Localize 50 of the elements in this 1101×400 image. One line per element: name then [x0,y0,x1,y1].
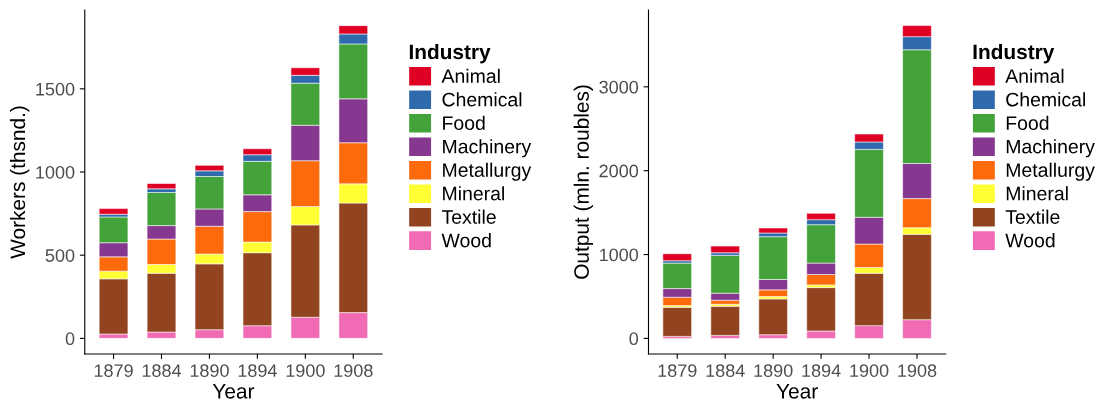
legend-label: Animal [1005,68,1064,84]
x-tick-label: 1884 [706,364,745,377]
y-axis-title: Output (mln. roubles) [573,85,594,279]
x-tick-label: 1900 [850,364,889,377]
legend-title: Industry [973,43,1055,64]
x-tick-label: 1894 [238,364,277,377]
x-tick-label: 1900 [286,364,325,377]
y-tick-label: 1000 [599,248,639,262]
bar [662,307,692,337]
x-axis-title: Year [776,384,818,399]
y-tick-label: 0 [65,332,75,346]
y-tick-label: 1000 [36,165,75,179]
x-tick-label: 1879 [94,364,133,377]
bar [758,298,788,335]
bar [710,245,740,254]
x-tick-label: 1894 [802,364,841,377]
legend-label: Chemical [442,92,522,107]
y-tick-label: 2000 [599,164,639,178]
x-tick-label: 1908 [898,364,937,377]
legend-label: Mineral [1006,186,1068,201]
y-axis-title: Workers (thsnd.) [9,106,30,259]
x-tick-label: 1879 [658,364,697,377]
legend-label: Chemical [1006,92,1085,107]
x-tick-label: 1908 [334,364,373,377]
bar [98,208,129,215]
bar [758,227,788,234]
bar [710,306,740,336]
legend-title: Industry [409,43,491,64]
legend-label: Machinery [443,139,532,158]
legend-label: Wood [441,233,491,248]
x-tick-label: 1884 [142,364,182,377]
x-axis-title: Year [212,384,255,399]
legend-label: Food [1006,115,1049,130]
legend-label: Textile [1005,209,1060,224]
legend-label: Wood [1005,233,1055,248]
y-tick-label: 500 [45,249,75,262]
legend-label: Metallurgy [443,162,532,181]
x-tick-label: 1890 [754,364,793,377]
legend-label: Metallurgy [1006,162,1095,181]
legend-label: Food [443,115,485,130]
legend-label: Mineral [443,186,504,201]
legend-label: Textile [441,209,496,224]
y-tick-label: 0 [629,332,639,346]
y-tick-label: 1500 [36,82,75,96]
y-tick-label: 3000 [599,80,639,94]
legend-label: Machinery [1006,139,1095,158]
legend-label: Animal [441,68,500,84]
bar [146,183,177,190]
bar [662,253,692,262]
x-tick-label: 1890 [190,364,229,377]
